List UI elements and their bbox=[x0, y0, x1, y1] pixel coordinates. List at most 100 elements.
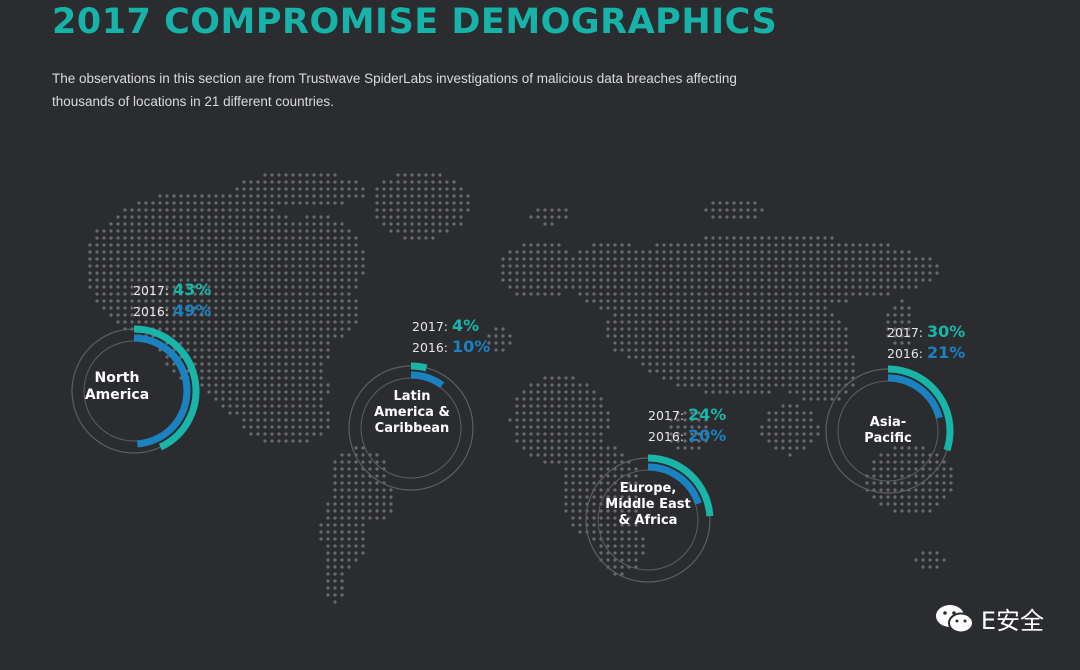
map-dot bbox=[739, 257, 743, 261]
map-dot bbox=[739, 285, 743, 289]
map-dot bbox=[284, 264, 288, 268]
map-dot bbox=[732, 306, 736, 310]
map-dot bbox=[669, 320, 673, 324]
map-dot bbox=[186, 236, 190, 240]
map-dot bbox=[648, 320, 652, 324]
map-dot bbox=[739, 271, 743, 275]
map-dot bbox=[172, 229, 176, 233]
map-dot bbox=[760, 320, 764, 324]
map-dot bbox=[200, 313, 204, 317]
map-dot bbox=[214, 208, 218, 212]
map-dot bbox=[431, 229, 435, 233]
map-dot bbox=[907, 341, 911, 345]
map-dot bbox=[200, 208, 204, 212]
map-dot bbox=[263, 243, 267, 247]
map-dot bbox=[795, 306, 799, 310]
map-dot bbox=[179, 327, 183, 331]
map-dot bbox=[536, 250, 540, 254]
map-dot bbox=[760, 334, 764, 338]
map-dot bbox=[501, 334, 505, 338]
map-dot bbox=[809, 264, 813, 268]
map-dot bbox=[298, 313, 302, 317]
map-dot bbox=[102, 292, 106, 296]
map-dot bbox=[648, 299, 652, 303]
map-dot bbox=[312, 215, 316, 219]
map-dot bbox=[410, 201, 414, 205]
map-dot bbox=[704, 341, 708, 345]
map-dot bbox=[214, 243, 218, 247]
map-dot bbox=[298, 229, 302, 233]
map-dot bbox=[319, 313, 323, 317]
map-dot bbox=[732, 236, 736, 240]
map-dot bbox=[270, 187, 274, 191]
map-dot bbox=[718, 243, 722, 247]
map-dot bbox=[277, 341, 281, 345]
map-dot bbox=[522, 264, 526, 268]
map-dot bbox=[417, 180, 421, 184]
map-dot bbox=[270, 306, 274, 310]
map-dot bbox=[599, 257, 603, 261]
map-dot bbox=[557, 271, 561, 275]
map-dot bbox=[795, 313, 799, 317]
map-dot bbox=[193, 201, 197, 205]
map-dot bbox=[690, 341, 694, 345]
map-dot bbox=[186, 313, 190, 317]
map-dot bbox=[445, 215, 449, 219]
map-dot bbox=[886, 257, 890, 261]
map-dot bbox=[718, 334, 722, 338]
map-dot bbox=[907, 278, 911, 282]
map-dot bbox=[886, 320, 890, 324]
map-dot bbox=[305, 299, 309, 303]
map-dot bbox=[732, 341, 736, 345]
map-dot bbox=[697, 292, 701, 296]
map-dot bbox=[193, 285, 197, 289]
map-dot bbox=[487, 334, 491, 338]
stat-2016-row: 2016: 49% bbox=[133, 301, 211, 322]
map-dot bbox=[809, 341, 813, 345]
map-dot bbox=[809, 285, 813, 289]
map-dot bbox=[823, 299, 827, 303]
map-dot bbox=[193, 208, 197, 212]
map-dot bbox=[830, 313, 834, 317]
map-dot bbox=[865, 264, 869, 268]
map-dot bbox=[396, 201, 400, 205]
map-dot bbox=[620, 341, 624, 345]
map-dot bbox=[508, 271, 512, 275]
map-dot bbox=[165, 306, 169, 310]
map-dot bbox=[228, 327, 232, 331]
map-dot bbox=[179, 271, 183, 275]
map-dot bbox=[137, 222, 141, 226]
map-dot bbox=[298, 278, 302, 282]
map-dot bbox=[221, 250, 225, 254]
map-dot bbox=[319, 243, 323, 247]
map-dot bbox=[165, 278, 169, 282]
map-dot bbox=[851, 278, 855, 282]
map-dot bbox=[823, 278, 827, 282]
map-dot bbox=[326, 215, 330, 219]
region-stat-ap: 2017: 30% 2016: 21% bbox=[887, 322, 965, 364]
map-dot bbox=[753, 271, 757, 275]
map-dot bbox=[172, 292, 176, 296]
map-dot bbox=[655, 341, 659, 345]
map-dot bbox=[158, 285, 162, 289]
map-dot bbox=[494, 327, 498, 331]
map-dot bbox=[396, 180, 400, 184]
map-dot bbox=[837, 292, 841, 296]
map-dot bbox=[809, 320, 813, 324]
map-dot bbox=[620, 243, 624, 247]
map-dot bbox=[242, 236, 246, 240]
map-dot bbox=[165, 250, 169, 254]
map-dot bbox=[907, 327, 911, 331]
map-dot bbox=[781, 285, 785, 289]
map-dot bbox=[291, 264, 295, 268]
map-dot bbox=[529, 285, 533, 289]
map-dot bbox=[613, 271, 617, 275]
map-dot bbox=[326, 236, 330, 240]
map-dot bbox=[620, 313, 624, 317]
map-dot bbox=[627, 278, 631, 282]
map-dot bbox=[186, 250, 190, 254]
map-dot bbox=[137, 236, 141, 240]
map-dot bbox=[151, 278, 155, 282]
map-dot bbox=[375, 187, 379, 191]
map-dot bbox=[501, 327, 505, 331]
